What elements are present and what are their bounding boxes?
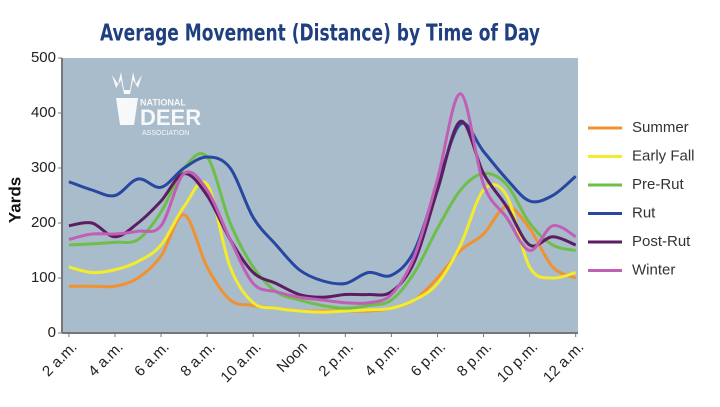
x-tick-label: 8 a.m. xyxy=(177,339,218,380)
y-axis-label: Yards xyxy=(5,177,24,223)
y-tick-label: 500 xyxy=(31,49,56,66)
logo-deer xyxy=(112,72,142,125)
y-tick-label: 0 xyxy=(48,324,56,341)
x-tick-label: 4 p.m. xyxy=(362,339,403,380)
x-tick-label: 6 a.m. xyxy=(131,339,172,380)
legend-label: Summer xyxy=(632,119,689,136)
series-line xyxy=(68,119,577,299)
legend-label: Rut xyxy=(632,204,656,221)
series-line xyxy=(68,92,577,305)
x-tick-label: 4 a.m. xyxy=(85,339,126,380)
plot-area xyxy=(62,58,578,333)
logo: NATIONAL DEER ASSOCIATION xyxy=(112,72,201,137)
x-tick-label: 12 a.m. xyxy=(540,339,587,386)
logo-text: DEER xyxy=(140,105,201,130)
y-tick-label: 300 xyxy=(31,159,56,176)
logo-text: ASSOCIATION xyxy=(142,130,189,137)
y-tick-label: 100 xyxy=(31,269,56,286)
chart-title: Average Movement (Distance) by Time of D… xyxy=(100,21,540,47)
legend-label: Pre-Rut xyxy=(632,176,685,193)
legend-label: Post-Rut xyxy=(632,233,691,250)
y-tick-label: 400 xyxy=(31,104,56,121)
series-line xyxy=(68,121,577,286)
series-line xyxy=(68,152,577,310)
x-tick-label: 6 p.m. xyxy=(408,339,449,380)
x-tick-label: 8 p.m. xyxy=(454,339,495,380)
x-tick-label: 2 a.m. xyxy=(39,339,80,380)
legend-label: Early Fall xyxy=(632,147,695,164)
y-tick-label: 200 xyxy=(31,214,56,231)
x-tick-label: 10 p.m. xyxy=(494,339,541,386)
x-tick-label: Noon xyxy=(274,339,311,376)
legend-label: Winter xyxy=(632,261,675,278)
x-tick-label: 10 a.m. xyxy=(217,339,264,386)
logo-text: NATIONAL xyxy=(140,97,186,107)
x-tick-label: 2 p.m. xyxy=(315,339,356,380)
